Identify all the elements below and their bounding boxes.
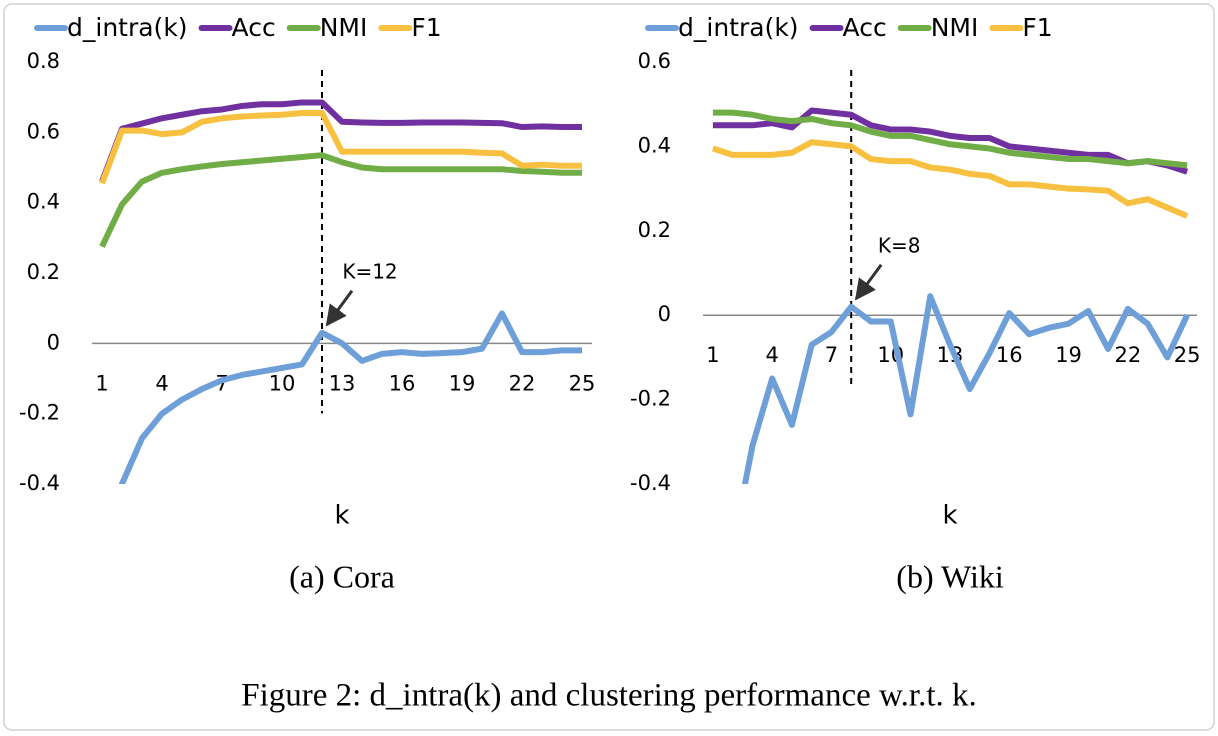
y-tick-label: 0.2: [638, 218, 671, 242]
x-tick-label: 4: [765, 343, 778, 367]
figure-caption: Figure 2: d_intra(k) and clustering perf…: [241, 678, 977, 714]
x-tick-label: 10: [269, 371, 296, 395]
y-tick-label: -0.4: [630, 471, 671, 495]
legend-label: d_intra(k): [678, 13, 799, 42]
y-tick-label: -0.4: [19, 471, 60, 495]
x-tick-label: 16: [996, 343, 1023, 367]
x-tick-label: 1: [706, 343, 719, 367]
x-tick-label: 19: [1055, 343, 1082, 367]
x-axis-title: k: [334, 501, 349, 531]
x-tick-label: 19: [449, 371, 476, 395]
legend-label: F1: [1022, 13, 1052, 42]
y-tick-label: 0.6: [27, 119, 60, 143]
chart: 0.80.60.40.20-0.2-0.41 4 7 10 13 16 19 22 25d_in…: [19, 13, 595, 594]
series-line: [99, 152, 582, 248]
annotation-arrow: [325, 289, 354, 327]
x-tick-label: 13: [329, 371, 356, 395]
subcaption: (b) Wiki: [896, 558, 1004, 594]
x-tick-label: 7: [825, 343, 838, 367]
y-tick-label: -0.2: [630, 387, 671, 411]
frame: [3, 3, 1215, 731]
series-line: [711, 139, 1189, 219]
x-tick-label: 1: [95, 371, 108, 395]
y-tick-label: -0.2: [19, 401, 60, 425]
y-tick-label: 0.4: [638, 133, 671, 157]
x-tick-label: 22: [509, 371, 536, 395]
y-tick-label: 0.2: [27, 260, 60, 284]
y-tick-label: 0.4: [27, 190, 60, 214]
legend-label: NMI: [320, 13, 368, 42]
series-line: [712, 107, 1189, 175]
series-line: [741, 293, 1190, 484]
x-tick-label: 16: [389, 371, 416, 395]
legend-label: NMI: [931, 13, 979, 42]
series-line: [712, 109, 1188, 169]
annotation: K=8: [878, 233, 921, 257]
subcaption: (a) Cora: [289, 558, 395, 594]
legend-label: Acc: [232, 13, 276, 42]
x-tick-label: 25: [1174, 343, 1201, 367]
annotation: K=12: [342, 259, 397, 283]
series-line: [99, 109, 582, 185]
legend: d_intra(k) Acc NMI F1: [34, 13, 442, 42]
x-tick-label: 4: [155, 371, 168, 395]
annotation-arrow: [854, 263, 883, 301]
legend-label: F1: [411, 13, 441, 42]
x-tick-label: 25: [569, 371, 596, 395]
y-tick-label: 0: [47, 330, 60, 354]
y-tick-label: 0: [658, 302, 671, 326]
series-line: [118, 310, 582, 484]
legend-label: d_intra(k): [67, 13, 188, 42]
series-line: [99, 99, 582, 183]
y-tick-label: 0.6: [638, 49, 671, 73]
chart: 0.60.40.20-0.2-0.41 4 7 10 13 16 19 22 25d_intra…: [630, 13, 1201, 594]
y-tick-label: 0.8: [27, 49, 60, 73]
x-axis-title: k: [942, 501, 957, 531]
legend: d_intra(k) Acc NMI F1: [645, 13, 1053, 42]
x-tick-label: 22: [1114, 343, 1141, 367]
legend-label: Acc: [843, 13, 887, 42]
